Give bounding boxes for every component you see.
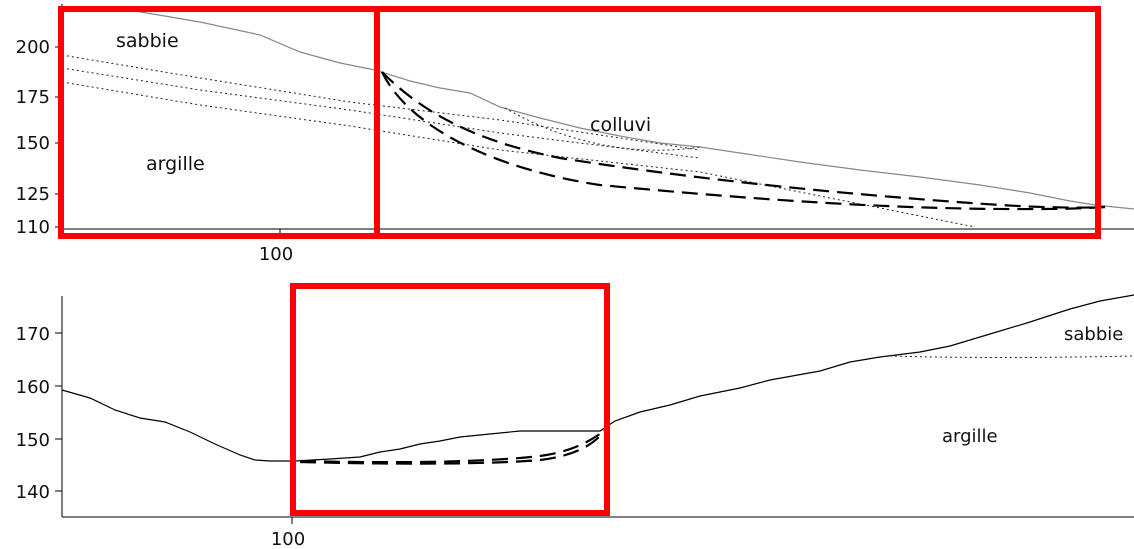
top-highlight-box-left [58,6,380,239]
bottom-x-tick-100: 100 [271,529,305,549]
bottom-contact-line [889,355,1134,358]
bottom-y-tick-160: 160 [16,377,50,398]
top-colluvi-base [504,107,701,151]
bottom-slip-surface-lower [299,429,606,465]
bottom-y-tick-170: 170 [16,324,50,345]
bottom-terrain-profile [61,294,1134,462]
top-highlight-box-right [374,6,1101,239]
top-label-argille: argille [146,153,205,175]
top-terrain-profile [134,10,1134,210]
bottom-y-tick-150: 150 [16,430,50,451]
top-y-tick-110: 110 [16,217,50,238]
top-x-tick-100: 100 [259,244,293,265]
top-y-tick-150: 150 [16,133,50,154]
top-slip-surface-lower [381,71,1106,211]
top-label-colluvi: colluvi [590,114,651,136]
top-y-tick-125: 125 [16,184,50,205]
top-contact-line-2 [61,67,701,159]
bottom-label-argille: argille [942,426,998,447]
top-contact-line-3 [61,81,976,228]
top-slip-surface-upper [381,71,1106,209]
bottom-y-tick-140: 140 [16,482,50,503]
top-y-tick-200: 200 [16,37,50,58]
top-section-panel: 200 175 150 125 110 100 sabbie argille c… [16,4,1134,265]
top-y-tick-175: 175 [16,87,50,108]
bottom-highlight-box [290,283,610,516]
bottom-label-sabbie: sabbie [1064,324,1123,345]
bottom-y-ticks [55,332,62,492]
top-label-sabbie: sabbie [116,30,179,52]
bottom-slip-surface-upper [299,429,606,464]
top-contact-line-1 [61,54,701,151]
bottom-section-panel: 170 160 150 140 100 sabbie argille [16,283,1134,549]
